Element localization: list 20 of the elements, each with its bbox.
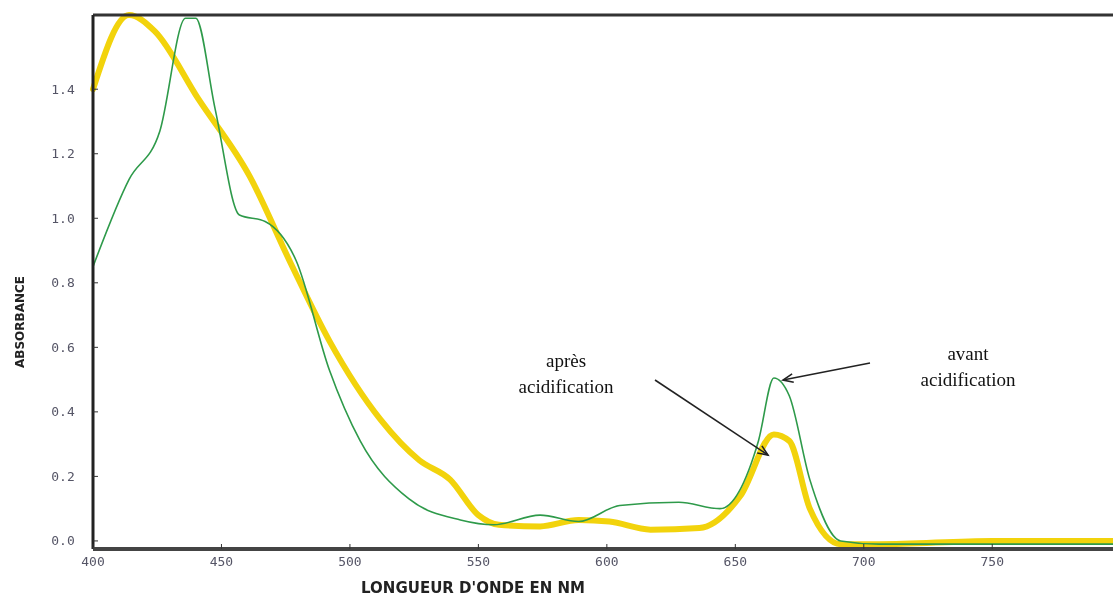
x-tick-label: 750 (980, 554, 1004, 569)
y-tick-label: 1.2 (51, 146, 75, 162)
x-axis-title: LONGUEUR D'ONDE EN NM (361, 579, 585, 597)
x-tick-label: 450 (209, 554, 234, 569)
x-tick-label: 650 (723, 554, 748, 569)
x-tick-label: 700 (852, 554, 876, 569)
x-tick-label: 550 (466, 554, 491, 569)
y-tick-label: 0.6 (51, 339, 75, 355)
y-tick-label: 0.8 (51, 275, 75, 291)
y-axis-title: ABSORBANCE (13, 276, 27, 368)
y-tick-label: 0.0 (51, 533, 75, 549)
y-tick-label: 0.4 (51, 404, 75, 420)
y-tick-label: 0.2 (51, 468, 75, 484)
annotation: après acidification (518, 350, 614, 397)
x-tick-label: 500 (338, 554, 362, 569)
annotation: avant acidification (920, 343, 1016, 390)
y-tick-label: 1.4 (51, 81, 75, 97)
x-tick-label: 400 (81, 554, 105, 569)
y-tick-label: 1.0 (51, 210, 75, 226)
x-tick-label: 600 (595, 554, 619, 569)
